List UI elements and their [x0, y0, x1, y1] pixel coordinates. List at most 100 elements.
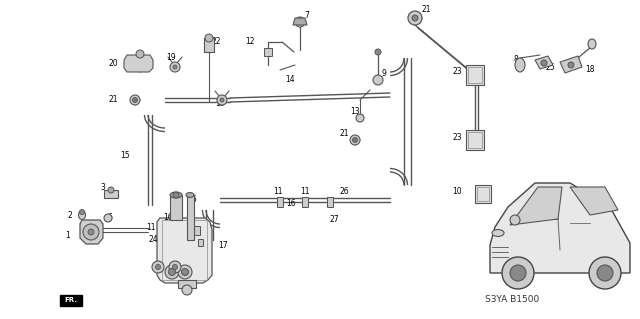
Text: 1: 1 — [65, 231, 70, 240]
Text: 21: 21 — [340, 129, 349, 137]
Circle shape — [108, 187, 114, 193]
Circle shape — [156, 264, 161, 270]
Circle shape — [169, 261, 181, 273]
Ellipse shape — [186, 192, 194, 197]
Polygon shape — [535, 56, 553, 69]
Circle shape — [220, 98, 224, 102]
Circle shape — [510, 265, 526, 281]
Ellipse shape — [104, 214, 112, 222]
Bar — [475, 185, 491, 203]
Text: 23: 23 — [452, 132, 462, 142]
Bar — [466, 65, 484, 85]
Bar — [60, 295, 82, 306]
Bar — [468, 132, 482, 148]
Text: S3YA B1500: S3YA B1500 — [485, 295, 539, 305]
Circle shape — [408, 11, 422, 25]
Bar — [194, 226, 200, 235]
Ellipse shape — [515, 58, 525, 72]
Ellipse shape — [170, 192, 182, 198]
Text: 8: 8 — [514, 56, 519, 64]
Polygon shape — [293, 18, 307, 25]
Text: 21: 21 — [422, 5, 431, 14]
Text: 19: 19 — [215, 99, 225, 108]
Polygon shape — [570, 187, 618, 215]
Bar — [468, 67, 482, 83]
Text: 16: 16 — [286, 199, 296, 209]
Text: 20: 20 — [108, 60, 118, 69]
Circle shape — [217, 95, 227, 105]
Bar — [277, 197, 283, 207]
Text: 19: 19 — [166, 54, 175, 63]
Text: 2: 2 — [67, 211, 72, 219]
Circle shape — [136, 50, 144, 58]
Circle shape — [170, 62, 180, 72]
Circle shape — [568, 62, 574, 68]
Bar — [466, 130, 484, 150]
Polygon shape — [510, 187, 562, 225]
Bar — [162, 220, 207, 280]
Circle shape — [165, 265, 179, 279]
Circle shape — [350, 135, 360, 145]
Circle shape — [173, 264, 177, 270]
Text: 18: 18 — [585, 65, 595, 75]
Text: 23: 23 — [452, 68, 462, 77]
Text: 17: 17 — [218, 241, 228, 249]
Bar — [104, 190, 118, 198]
Circle shape — [205, 34, 213, 42]
Text: 11: 11 — [147, 224, 156, 233]
Polygon shape — [490, 183, 630, 273]
Bar — [477, 187, 489, 201]
Bar — [198, 239, 203, 246]
Text: 6: 6 — [108, 213, 113, 222]
Text: 15: 15 — [120, 151, 130, 160]
Bar — [302, 197, 308, 207]
Bar — [170, 195, 182, 220]
Text: 4: 4 — [152, 261, 157, 270]
Bar — [327, 197, 333, 207]
Text: 5: 5 — [191, 196, 196, 204]
Ellipse shape — [492, 229, 504, 236]
Text: 27: 27 — [330, 216, 340, 225]
Polygon shape — [560, 56, 582, 73]
Circle shape — [132, 98, 138, 102]
Bar — [204, 38, 214, 52]
Circle shape — [412, 15, 418, 21]
Ellipse shape — [79, 211, 86, 219]
Circle shape — [173, 65, 177, 69]
Circle shape — [353, 137, 358, 143]
Text: FR.: FR. — [65, 297, 77, 303]
Circle shape — [597, 265, 613, 281]
Circle shape — [541, 60, 547, 66]
Circle shape — [375, 49, 381, 55]
Circle shape — [79, 210, 84, 214]
Circle shape — [88, 229, 94, 235]
Circle shape — [130, 95, 140, 105]
Text: 11: 11 — [273, 188, 283, 197]
Polygon shape — [157, 218, 212, 283]
Text: 4: 4 — [170, 261, 175, 270]
Text: 26: 26 — [340, 188, 349, 197]
Text: 13: 13 — [350, 108, 360, 116]
Circle shape — [182, 269, 189, 276]
Text: 3: 3 — [100, 183, 105, 192]
Circle shape — [152, 261, 164, 273]
Bar — [178, 280, 196, 288]
Circle shape — [589, 257, 621, 289]
Polygon shape — [124, 55, 153, 72]
Ellipse shape — [588, 39, 596, 49]
Text: 7: 7 — [304, 11, 309, 19]
Text: 22: 22 — [212, 38, 221, 47]
Circle shape — [173, 192, 179, 198]
Polygon shape — [80, 220, 103, 244]
Circle shape — [295, 17, 305, 27]
Bar — [264, 48, 272, 56]
Circle shape — [168, 269, 175, 276]
Circle shape — [178, 265, 192, 279]
Text: 12: 12 — [246, 38, 255, 47]
Text: 11: 11 — [300, 188, 310, 197]
Text: 24: 24 — [148, 235, 158, 244]
Circle shape — [373, 75, 383, 85]
Circle shape — [83, 224, 99, 240]
Circle shape — [510, 215, 520, 225]
Text: 14: 14 — [285, 76, 294, 85]
